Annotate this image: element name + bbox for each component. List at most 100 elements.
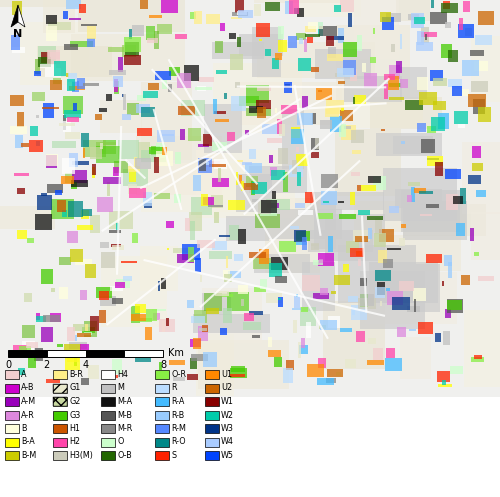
Bar bbox=[215, 291, 229, 296]
Bar bbox=[456, 223, 466, 236]
Bar bbox=[63, 10, 68, 19]
Bar bbox=[130, 169, 136, 182]
Bar bbox=[414, 299, 416, 312]
Bar bbox=[98, 310, 106, 323]
Text: A-R: A-R bbox=[21, 411, 35, 419]
Bar bbox=[101, 424, 115, 433]
Text: H4: H4 bbox=[117, 370, 128, 379]
Bar bbox=[404, 201, 468, 240]
Bar bbox=[462, 61, 479, 77]
Bar bbox=[138, 94, 145, 100]
Bar bbox=[82, 209, 92, 216]
Bar bbox=[368, 228, 372, 239]
Bar bbox=[278, 241, 296, 252]
Bar bbox=[278, 298, 281, 301]
Bar bbox=[478, 107, 490, 122]
Bar bbox=[109, 211, 133, 229]
Bar bbox=[137, 128, 152, 136]
Text: R-O: R-O bbox=[171, 437, 186, 446]
Text: B-A: B-A bbox=[21, 437, 35, 446]
Bar bbox=[238, 229, 246, 244]
Bar bbox=[400, 337, 431, 379]
Bar bbox=[110, 286, 124, 291]
Bar bbox=[130, 306, 140, 323]
Bar bbox=[426, 204, 439, 208]
Bar bbox=[468, 94, 486, 107]
Bar bbox=[474, 355, 482, 359]
Text: W5: W5 bbox=[221, 451, 234, 460]
Bar bbox=[446, 194, 458, 210]
Bar bbox=[473, 99, 485, 114]
Bar bbox=[48, 184, 63, 193]
Bar bbox=[275, 108, 278, 113]
Bar bbox=[416, 31, 424, 45]
Bar bbox=[228, 271, 240, 277]
Bar bbox=[148, 83, 159, 90]
Bar bbox=[343, 60, 356, 75]
Bar bbox=[292, 308, 301, 310]
Bar bbox=[330, 87, 423, 128]
Bar bbox=[355, 236, 368, 242]
Bar bbox=[65, 133, 80, 140]
Bar bbox=[42, 0, 76, 33]
Bar bbox=[432, 100, 446, 110]
Bar bbox=[226, 256, 228, 268]
Bar bbox=[46, 379, 60, 383]
Bar bbox=[416, 42, 433, 51]
Bar bbox=[302, 262, 335, 312]
Bar bbox=[246, 176, 258, 187]
Bar bbox=[36, 115, 38, 118]
Bar bbox=[478, 11, 494, 25]
Bar bbox=[203, 161, 220, 167]
Bar bbox=[244, 313, 254, 322]
Bar bbox=[123, 169, 148, 186]
Bar bbox=[348, 13, 352, 27]
Bar bbox=[74, 335, 77, 341]
Bar bbox=[228, 200, 244, 210]
Bar bbox=[81, 133, 90, 148]
Bar bbox=[426, 158, 438, 160]
Bar bbox=[124, 37, 142, 52]
Bar bbox=[62, 210, 67, 217]
Bar bbox=[238, 96, 259, 106]
Bar bbox=[360, 278, 368, 286]
Bar bbox=[64, 344, 80, 356]
Bar bbox=[70, 182, 77, 189]
Bar bbox=[368, 175, 381, 183]
Bar bbox=[47, 350, 86, 357]
Bar bbox=[68, 201, 82, 217]
Bar bbox=[198, 158, 212, 173]
Bar bbox=[135, 318, 152, 322]
Bar bbox=[162, 278, 166, 289]
Bar bbox=[385, 358, 402, 371]
Bar bbox=[192, 337, 201, 349]
Bar bbox=[388, 83, 401, 87]
Bar bbox=[42, 107, 59, 109]
Bar bbox=[52, 141, 76, 148]
Bar bbox=[238, 285, 248, 294]
Bar bbox=[260, 279, 267, 289]
Text: W1: W1 bbox=[221, 397, 234, 406]
Bar bbox=[154, 157, 159, 172]
Bar bbox=[336, 25, 410, 102]
Bar bbox=[400, 67, 427, 98]
Bar bbox=[196, 150, 296, 218]
Bar bbox=[64, 121, 70, 132]
Bar bbox=[235, 0, 244, 13]
Text: G3: G3 bbox=[69, 411, 80, 419]
Bar bbox=[157, 130, 175, 142]
Bar bbox=[301, 307, 308, 312]
Bar bbox=[129, 187, 146, 198]
Bar bbox=[299, 0, 360, 16]
Bar bbox=[205, 424, 219, 433]
Bar bbox=[249, 252, 266, 258]
Bar bbox=[338, 200, 344, 203]
Bar bbox=[375, 287, 384, 298]
Bar bbox=[140, 0, 148, 9]
Bar bbox=[340, 0, 353, 12]
Bar bbox=[45, 69, 60, 77]
Bar bbox=[146, 310, 156, 321]
Bar bbox=[100, 242, 109, 248]
Bar bbox=[58, 286, 68, 299]
Bar bbox=[30, 140, 44, 152]
